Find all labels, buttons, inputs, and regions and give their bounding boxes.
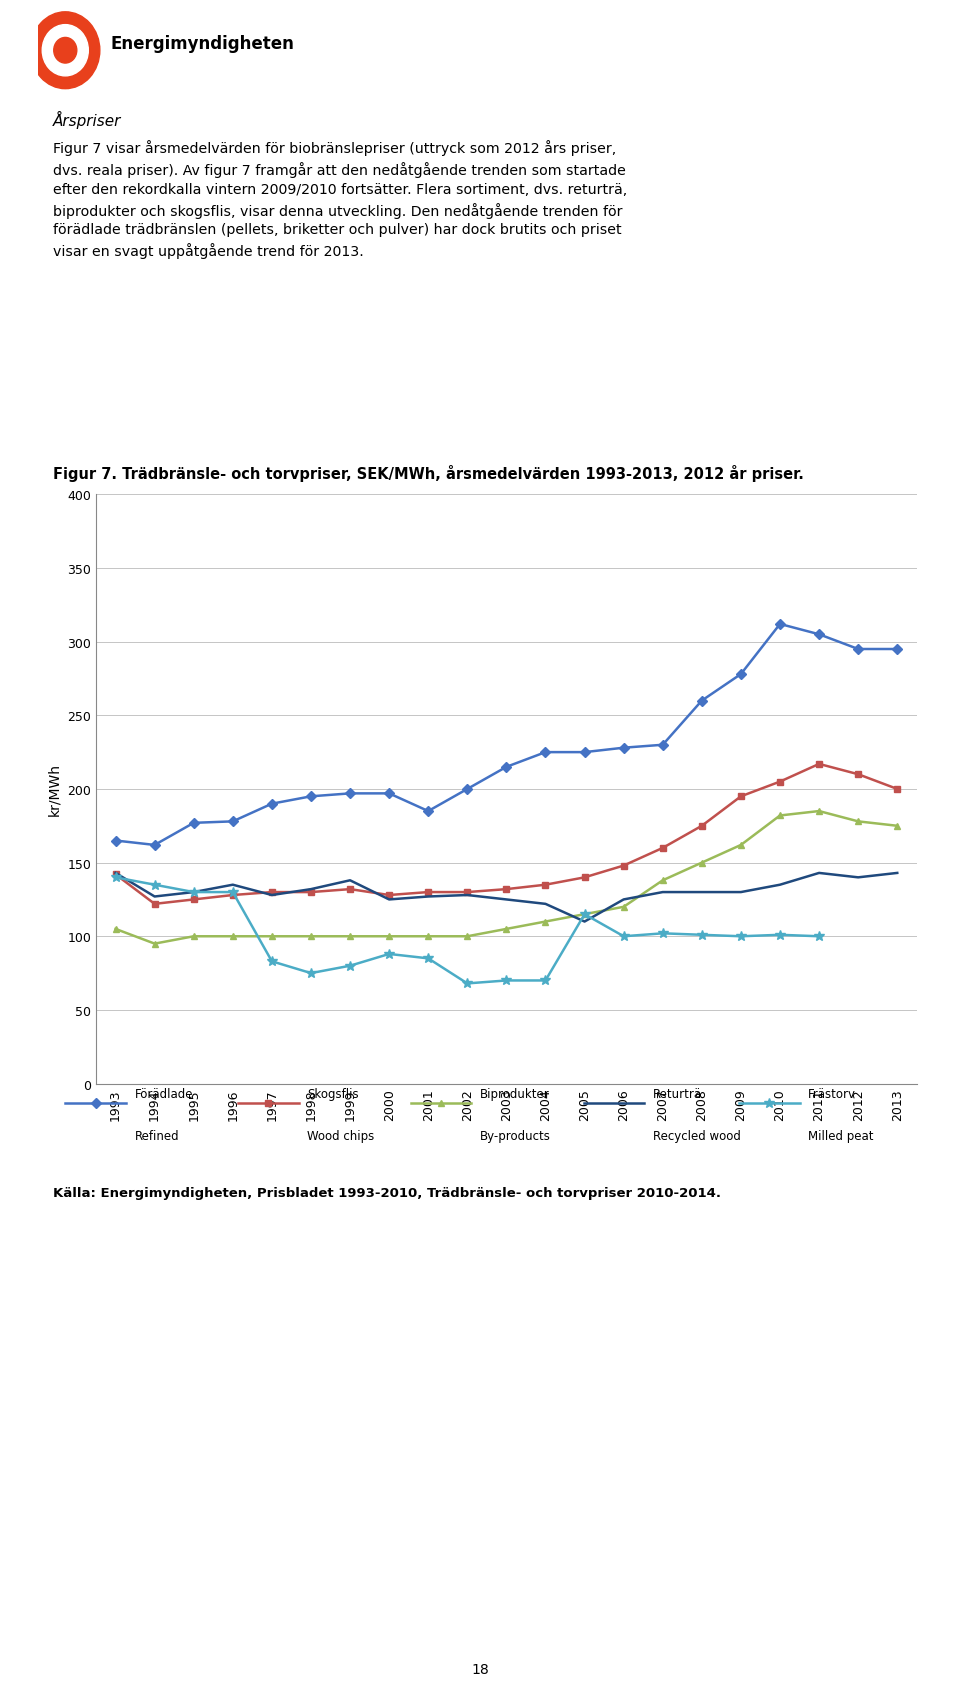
Text: Figur 7 visar årsmedelvärden för biobränslepriser (uttryck som 2012 års priser,
: Figur 7 visar årsmedelvärden för biobrän… <box>53 140 627 259</box>
Text: Milled peat: Milled peat <box>808 1130 874 1142</box>
Text: Källa: Energimyndigheten, Prisbladet 1993-2010, Trädbränsle- och torvpriser 2010: Källa: Energimyndigheten, Prisbladet 199… <box>53 1186 721 1200</box>
Circle shape <box>54 38 77 63</box>
Text: Biprodukter: Biprodukter <box>480 1087 550 1101</box>
Text: 18: 18 <box>471 1663 489 1676</box>
Circle shape <box>31 12 100 89</box>
Text: Recycled wood: Recycled wood <box>653 1130 741 1142</box>
Text: By-products: By-products <box>480 1130 551 1142</box>
Text: Wood chips: Wood chips <box>307 1130 374 1142</box>
Y-axis label: kr/MWh: kr/MWh <box>48 763 61 816</box>
Text: Refined: Refined <box>134 1130 179 1142</box>
Text: Skogsflis: Skogsflis <box>307 1087 359 1101</box>
Text: Frästorv: Frästorv <box>808 1087 856 1101</box>
Text: Figur 7. Trädbränsle- och torvpriser, SEK/MWh, årsmedelvärden 1993-2013, 2012 år: Figur 7. Trädbränsle- och torvpriser, SE… <box>53 464 804 481</box>
Text: Returträ: Returträ <box>653 1087 702 1101</box>
Text: Energimyndigheten: Energimyndigheten <box>110 36 295 53</box>
Text: Förädlade: Förädlade <box>134 1087 193 1101</box>
Circle shape <box>42 26 88 77</box>
Text: Årspriser: Årspriser <box>53 111 121 130</box>
